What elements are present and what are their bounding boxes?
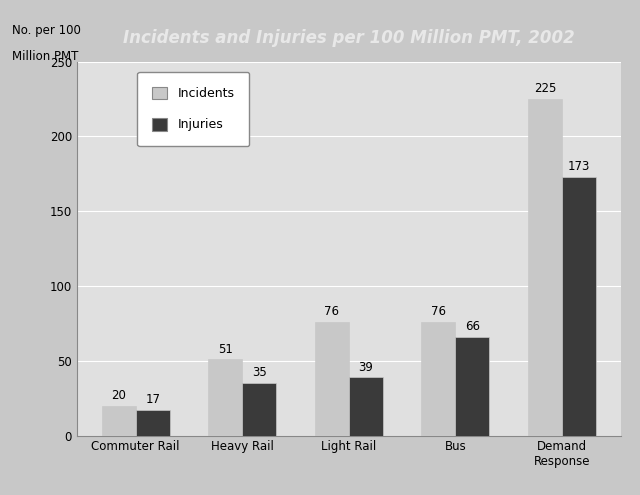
Text: 17: 17 [145, 394, 160, 406]
Text: 76: 76 [324, 305, 339, 318]
Text: Million PMT: Million PMT [12, 50, 78, 63]
Text: 39: 39 [358, 360, 373, 374]
Legend: Incidents, Injuries: Incidents, Injuries [138, 72, 250, 147]
Text: 225: 225 [534, 82, 556, 95]
Bar [102, 406, 136, 436]
Bar [349, 377, 383, 436]
Bar [315, 322, 349, 436]
Text: 66: 66 [465, 320, 480, 333]
Text: 51: 51 [218, 343, 232, 355]
Text: Incidents and Injuries per 100 Million PMT, 2002: Incidents and Injuries per 100 Million P… [123, 29, 575, 47]
Text: 20: 20 [111, 389, 126, 402]
Bar [242, 383, 276, 436]
Text: 76: 76 [431, 305, 446, 318]
Text: 173: 173 [568, 160, 590, 173]
Bar [136, 410, 170, 436]
Text: 35: 35 [252, 366, 267, 380]
Bar [562, 177, 596, 436]
Bar [456, 337, 490, 436]
Bar [208, 359, 242, 436]
Bar [421, 322, 456, 436]
Bar [528, 99, 562, 436]
Text: No. per 100: No. per 100 [12, 24, 81, 37]
